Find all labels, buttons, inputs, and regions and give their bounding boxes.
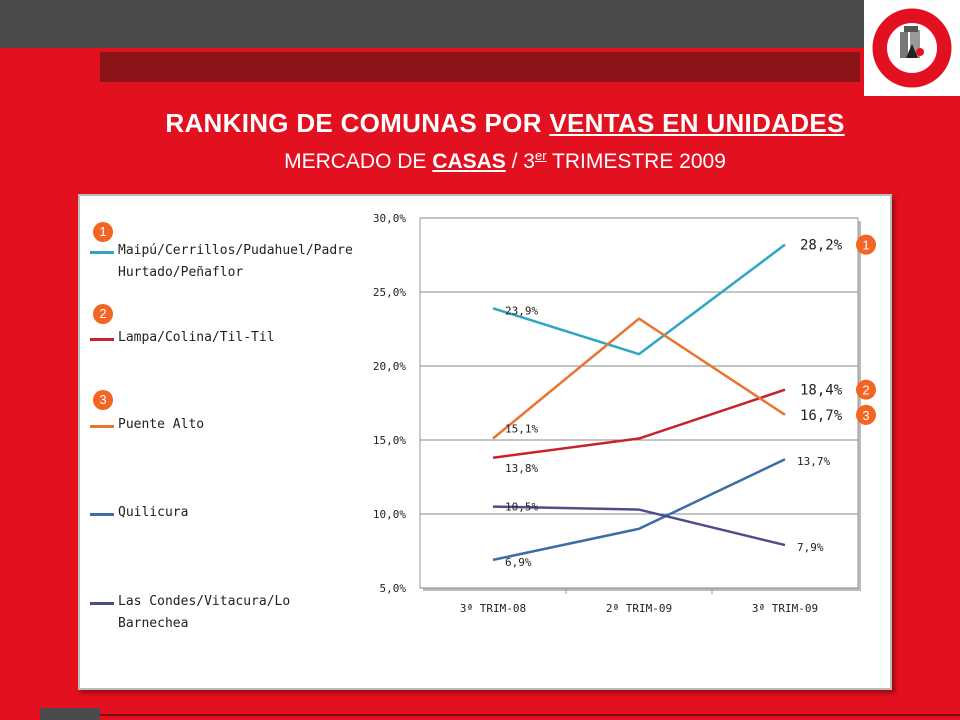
subtitle-suffix: TRIMESTRE 2009 xyxy=(546,150,726,173)
x-tick-label: 3ª TRIM-08 xyxy=(460,602,526,615)
plot-area xyxy=(419,217,859,589)
top-bar xyxy=(0,0,960,48)
legend-swatch-5 xyxy=(90,602,114,605)
legend-swatch-4 xyxy=(90,513,114,516)
legend-label-1: Maipú/Cerrillos/Pudahuel/Padre Hurtado/P… xyxy=(118,243,353,280)
x-tick-label: 2ª TRIM-09 xyxy=(606,602,672,615)
data-label: 13,8% xyxy=(505,462,538,475)
data-label: 15,1% xyxy=(505,423,538,436)
page-title: RANKING DE COMUNAS POR VENTAS EN UNIDADE… xyxy=(0,108,960,139)
y-tick-label: 15,0% xyxy=(373,434,406,447)
data-label: 10,5% xyxy=(505,501,538,514)
data-label: 13,7% xyxy=(797,455,830,468)
line-chart: 5,0% 10,0% 15,0% 20,0% 25,0% 30,0% 3ª TRIM-08 2… xyxy=(373,212,876,615)
end-badge xyxy=(856,404,876,425)
subtitle-underlined: CASAS xyxy=(432,150,506,173)
logo xyxy=(864,0,960,96)
y-tick-label: 25,0% xyxy=(373,286,406,299)
bottom-line xyxy=(100,714,960,716)
legend-swatch-2 xyxy=(90,338,114,341)
legend-label-5: Las Condes/Vitacura/Lo Barnechea xyxy=(118,594,291,631)
legend-swatch-3 xyxy=(90,425,114,428)
legend-badge-3: 3 xyxy=(93,390,113,410)
end-badge-number: 1 xyxy=(862,238,869,253)
end-value-label: 18,4% xyxy=(800,383,843,399)
legend-label-2: Lampa/Colina/Til-Til xyxy=(118,330,275,345)
legend-label-4: Quilicura xyxy=(118,505,189,520)
data-label: 23,9% xyxy=(505,304,538,317)
data-label: 6,9% xyxy=(505,556,532,569)
end-badge-number: 2 xyxy=(862,383,869,398)
end-value-label: 28,2% xyxy=(800,238,843,254)
logo-emblem-icon xyxy=(872,8,952,88)
bottom-stripe xyxy=(40,708,100,720)
x-tick-label: 3ª TRIM-09 xyxy=(752,602,818,615)
y-tick-label: 30,0% xyxy=(373,212,406,225)
legend-badge-1: 1 xyxy=(93,222,113,242)
subtitle-middle: / 3 xyxy=(505,150,535,173)
end-badge-number: 3 xyxy=(862,408,869,423)
legend-swatch-1 xyxy=(90,251,114,254)
subtitle-prefix: MERCADO DE xyxy=(284,150,433,173)
header-band xyxy=(100,52,860,82)
legend-badge-2: 2 xyxy=(93,304,113,324)
data-label: 7,9% xyxy=(797,541,824,554)
y-tick-label: 5,0% xyxy=(380,582,407,595)
legend-label-3: Puente Alto xyxy=(118,417,205,432)
title-underlined: VENTAS EN UNIDADES xyxy=(549,108,845,138)
page-subtitle: MERCADO DE CASAS / 3er TRIMESTRE 2009 xyxy=(0,148,960,174)
subtitle-sup: er xyxy=(534,148,547,163)
end-badge xyxy=(856,379,876,400)
end-value-label: 16,7% xyxy=(800,408,843,424)
y-tick-label: 10,0% xyxy=(373,508,406,521)
end-badge xyxy=(856,234,876,255)
title-prefix: RANKING DE COMUNAS POR xyxy=(165,108,550,138)
y-tick-label: 20,0% xyxy=(373,360,406,373)
